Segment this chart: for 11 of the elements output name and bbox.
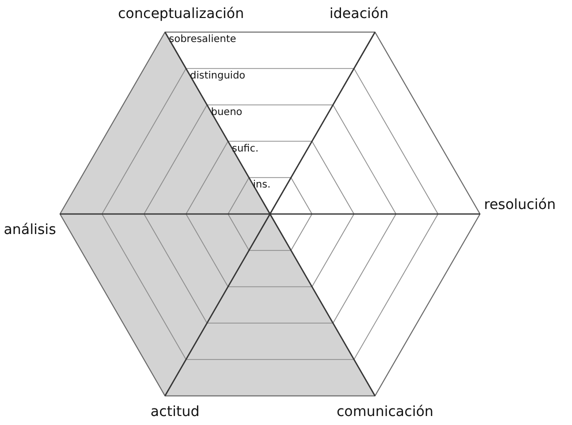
- spoke-label: análisis: [4, 222, 56, 238]
- y-tick-label: sufic.: [232, 143, 259, 154]
- spoke-label: conceptualización: [118, 6, 244, 22]
- y-tick-label: sobresaliente: [169, 34, 236, 46]
- spoke-label: resolución: [484, 197, 556, 213]
- y-tick-label: ins.: [253, 180, 271, 191]
- spoke-label: ideación: [330, 6, 388, 22]
- spoke-label: comunicación: [336, 404, 434, 420]
- y-tick-label: bueno: [211, 106, 242, 118]
- spoke-label: actitud: [150, 404, 200, 420]
- y-tick-label: distinguido: [190, 70, 246, 82]
